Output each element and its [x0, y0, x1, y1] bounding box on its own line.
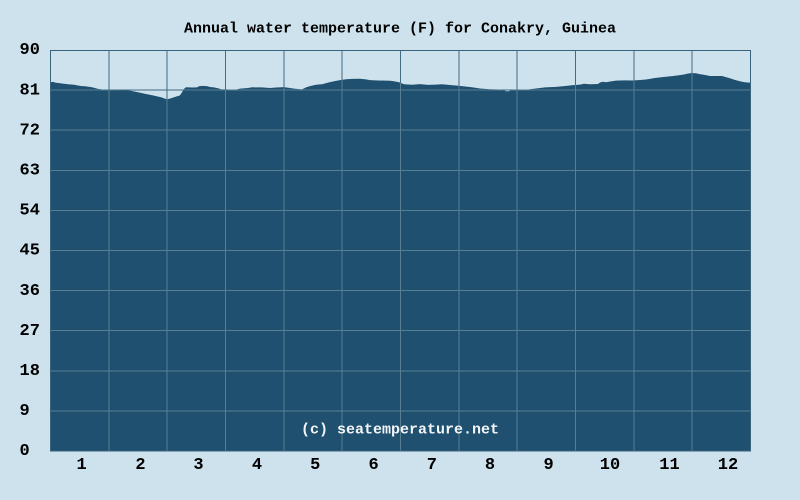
svg-text:11: 11	[659, 456, 679, 475]
svg-text:72: 72	[20, 121, 40, 140]
svg-text:9: 9	[20, 402, 30, 421]
svg-text:1: 1	[76, 456, 86, 475]
svg-text:9: 9	[543, 456, 553, 475]
svg-text:63: 63	[20, 162, 40, 181]
svg-text:Annual water temperature (F) f: Annual water temperature (F) for Conakry…	[184, 21, 616, 38]
svg-text:18: 18	[20, 362, 40, 381]
svg-text:2: 2	[135, 456, 145, 475]
svg-text:10: 10	[600, 456, 620, 475]
svg-text:36: 36	[20, 282, 40, 301]
svg-text:81: 81	[20, 81, 40, 100]
svg-text:0: 0	[20, 442, 30, 461]
svg-text:6: 6	[368, 456, 378, 475]
svg-text:4: 4	[252, 456, 262, 475]
svg-text:8: 8	[485, 456, 495, 475]
svg-text:54: 54	[20, 202, 40, 221]
svg-text:12: 12	[718, 456, 738, 475]
svg-text:5: 5	[310, 456, 320, 475]
svg-text:3: 3	[193, 456, 203, 475]
svg-text:45: 45	[20, 242, 40, 261]
svg-text:90: 90	[20, 41, 40, 60]
svg-text:7: 7	[427, 456, 437, 475]
svg-text:27: 27	[20, 322, 40, 341]
svg-text:(c) seatemperature.net: (c) seatemperature.net	[301, 422, 499, 439]
